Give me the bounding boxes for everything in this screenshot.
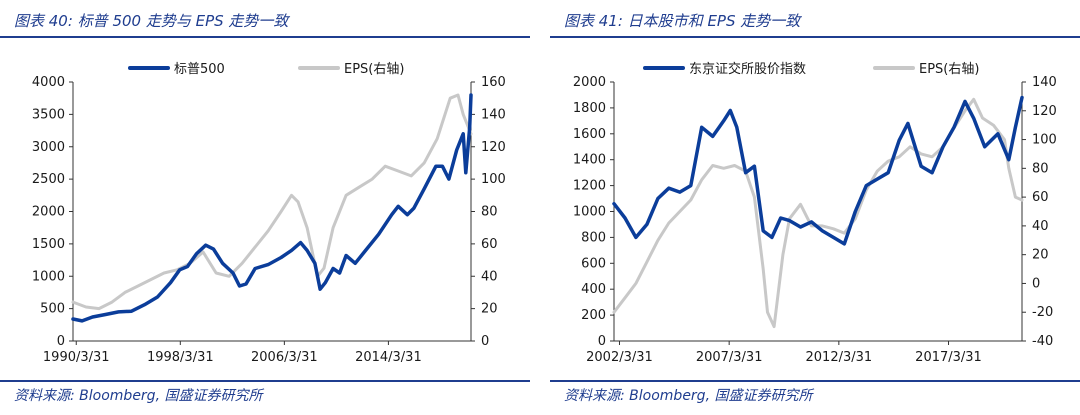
y2-tick-label: 20	[1032, 248, 1049, 263]
y2-tick-label: 140	[481, 107, 506, 122]
y-tick-label: 1500	[32, 237, 65, 252]
y2-tick-label: 100	[1032, 133, 1057, 148]
source-rule	[550, 380, 1080, 382]
y2-tick-label: 80	[1032, 161, 1049, 176]
title-rule	[550, 36, 1080, 38]
y-tick-label: 200	[581, 308, 606, 323]
y-tick-label: 400	[581, 282, 606, 297]
y2-tick-label: 0	[481, 334, 489, 349]
y-tick-label: 1800	[573, 101, 606, 116]
y-tick-label: 600	[581, 256, 606, 271]
y-tick-label: 500	[40, 302, 65, 317]
y-tick-label: 800	[581, 230, 606, 245]
y-tick-label: 1400	[573, 153, 606, 168]
x-tick-label: 2017/3/31	[915, 350, 982, 365]
x-tick-label: 1998/3/31	[147, 350, 214, 365]
y2-tick-label: 160	[481, 75, 506, 90]
eps-series-line	[612, 97, 1024, 329]
y-tick-label: 3000	[32, 140, 65, 155]
x-tick-label: 2006/3/31	[251, 350, 318, 365]
y2-tick-label: 80	[481, 205, 498, 220]
x-tick-label: 2002/3/31	[586, 350, 653, 365]
y2-tick-label: 140	[1032, 75, 1057, 90]
legend-label: 标普500	[174, 62, 225, 77]
index-series-line	[612, 95, 1024, 246]
y2-tick-label: 100	[481, 172, 506, 187]
x-tick-label: 2014/3/31	[355, 350, 422, 365]
chart-source: 资料来源: Bloomberg, 国盛证券研究所	[14, 388, 263, 404]
y-tick-label: 1000	[573, 205, 606, 220]
chart-topix-eps: 0200400600800100012001400160018002000-40…	[573, 61, 1057, 365]
eps-series-line	[71, 93, 473, 311]
y2-tick-label: 60	[481, 237, 498, 252]
y-tick-label: 3500	[32, 107, 65, 122]
chart-source: 资料来源: Bloomberg, 国盛证券研究所	[564, 388, 813, 404]
legend-label: 东京证交所股价指数	[689, 61, 806, 77]
y2-tick-label: 40	[1032, 219, 1049, 234]
legend-label: EPS(右轴)	[919, 62, 979, 77]
y2-tick-label: 120	[1032, 104, 1057, 119]
y-tick-label: 0	[57, 334, 65, 349]
y2-tick-label: -20	[1032, 305, 1053, 320]
x-tick-label: 2007/3/31	[696, 350, 763, 365]
y-tick-label: 2500	[32, 172, 65, 187]
y2-tick-label: 0	[1032, 276, 1040, 291]
y2-tick-label: 60	[1032, 190, 1049, 205]
source-rule	[0, 380, 530, 382]
chart-panel-topix: 图表 41: 日本股市和 EPS 走势一致 0 200 400 600 800 1000 1…	[550, 0, 1080, 415]
y-tick-label: 1200	[573, 179, 606, 194]
y2-tick-label: 40	[481, 269, 498, 284]
y-tick-label: 4000	[32, 75, 65, 90]
chart-panel-sp500: 图表 40: 标普 500 走势与 EPS 走势一致 0 500 1000 1500 2…	[0, 0, 530, 415]
y-tick-label: 2000	[573, 75, 606, 90]
y-tick-label: 2000	[32, 205, 65, 220]
y-tick-label: 1000	[32, 269, 65, 284]
title-rule	[0, 36, 530, 38]
x-tick-label: 2012/3/31	[806, 350, 873, 365]
y2-tick-label: 20	[481, 302, 498, 317]
legend-label: EPS(右轴)	[344, 62, 404, 77]
y-tick-label: 1600	[573, 127, 606, 142]
x-tick-label: 1990/3/31	[43, 350, 110, 365]
chart-title: 图表 40: 标普 500 走势与 EPS 走势一致	[14, 12, 289, 30]
chart-sp500-eps: 0 500 1000 1500 2000 2500 3000 3500 4000 0 20 40 60 8…	[32, 62, 506, 365]
y2-tick-label: 120	[481, 140, 506, 155]
y2-tick-label: -40	[1032, 334, 1053, 349]
index-series-line	[71, 93, 473, 323]
chart-title: 图表 41: 日本股市和 EPS 走势一致	[564, 12, 801, 30]
y-tick-label: 0	[598, 334, 606, 349]
